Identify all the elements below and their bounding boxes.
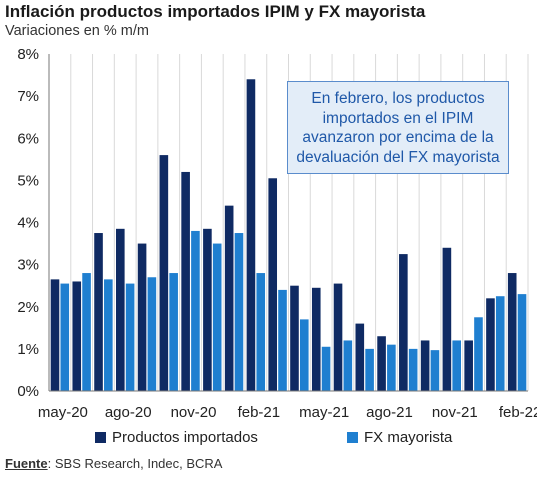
bar-productos-importados — [420, 340, 430, 391]
bar-fx-mayorista — [474, 317, 483, 391]
bar-productos-importados — [224, 205, 234, 391]
x-tick-label: nov-21 — [432, 404, 478, 421]
bar-productos-importados — [72, 281, 82, 391]
bar-productos-importados — [159, 155, 169, 391]
bar-productos-importados — [50, 279, 60, 391]
bar-fx-mayorista — [343, 340, 353, 391]
y-tick-label: 3% — [17, 257, 39, 274]
bar-fx-mayorista — [82, 273, 91, 391]
annotation-box: En febrero, los productos importados en … — [287, 81, 509, 174]
bar-chart: 0% 1% 2% 3% 4% 5% 6% 7% 8% may-20 ago-20 nov-20 feb-… — [17, 46, 537, 421]
bar-fx-mayorista — [234, 233, 244, 391]
bar-fx-mayorista — [365, 348, 374, 391]
bar-fx-mayorista — [104, 279, 113, 391]
bar-productos-importados — [442, 247, 452, 391]
bars-group — [50, 79, 527, 392]
y-tick-label: 8% — [17, 46, 39, 63]
x-tick-label: feb-21 — [238, 404, 281, 421]
bar-productos-importados — [181, 171, 190, 391]
y-tick-label: 0% — [17, 383, 39, 400]
y-tick-label: 4% — [17, 215, 39, 232]
x-tick-label: may-20 — [38, 404, 88, 421]
y-tick-label: 2% — [17, 299, 39, 316]
annotation-line: avanzaron por encima de la — [302, 129, 494, 146]
x-tick-label: feb-22 — [499, 404, 537, 421]
bar-fx-mayorista — [212, 243, 222, 391]
chart-title: Inflación productos importados IPIM y FX… — [5, 2, 426, 21]
bar-productos-importados — [116, 228, 125, 391]
source-note: Fuente: SBS Research, Indec, BCRA — [5, 456, 222, 471]
annotation-line: En febrero, los productos — [311, 90, 485, 107]
bar-productos-importados — [137, 243, 147, 391]
bar-fx-mayorista — [430, 350, 440, 391]
x-tick-label: ago-20 — [105, 404, 152, 421]
bar-productos-importados — [246, 79, 256, 392]
bar-fx-mayorista — [517, 294, 527, 391]
x-tick-label: nov-20 — [171, 404, 217, 421]
bar-productos-importados — [355, 323, 365, 391]
bar-productos-importados — [464, 340, 473, 391]
x-tick-label: may-21 — [299, 404, 349, 421]
bar-fx-mayorista — [321, 346, 331, 391]
bar-productos-importados — [203, 228, 212, 391]
chart-subtitle: Variaciones en % m/m — [5, 23, 149, 39]
y-tick-label: 1% — [17, 341, 39, 358]
bar-productos-importados — [507, 273, 517, 391]
bar-fx-mayorista — [169, 273, 178, 391]
legend-item-productos: Productos importados — [95, 429, 258, 446]
bar-productos-importados — [94, 233, 103, 391]
bar-fx-mayorista — [387, 344, 396, 391]
source-text: : SBS Research, Indec, BCRA — [47, 456, 223, 471]
axes-group: 0% 1% 2% 3% 4% 5% 6% 7% 8% may-20 ago-20 nov-20 feb-… — [17, 46, 537, 421]
legend-swatch-fx — [347, 432, 358, 443]
annotation-line: devaluación del FX mayorista — [296, 148, 500, 166]
bar-productos-importados — [268, 178, 278, 391]
bar-fx-mayorista — [278, 289, 287, 391]
legend-label-fx: FX mayorista — [364, 429, 453, 446]
legend-swatch-productos — [95, 432, 106, 443]
x-tick-label: ago-21 — [366, 404, 413, 421]
bar-productos-importados — [311, 287, 321, 391]
y-tick-label: 7% — [17, 88, 39, 105]
legend-item-fx: FX mayorista — [347, 429, 452, 446]
y-tick-label: 5% — [17, 172, 39, 189]
annotation-line: importados en el IPIM — [322, 109, 474, 127]
legend-label-productos: Productos importados — [112, 429, 258, 446]
bar-fx-mayorista — [60, 283, 70, 391]
bar-productos-importados — [377, 336, 386, 391]
bar-productos-importados — [486, 298, 495, 391]
bar-fx-mayorista — [256, 273, 266, 391]
bar-fx-mayorista — [408, 348, 418, 391]
bar-fx-mayorista — [125, 283, 135, 391]
bar-fx-mayorista — [147, 277, 157, 391]
bar-productos-importados — [333, 283, 343, 391]
bar-fx-mayorista — [495, 296, 505, 391]
bar-fx-mayorista — [452, 340, 461, 391]
bar-productos-importados — [399, 254, 408, 391]
bar-fx-mayorista — [299, 319, 309, 391]
bar-productos-importados — [290, 285, 299, 391]
source-label: Fuente — [5, 456, 48, 471]
bar-fx-mayorista — [191, 230, 200, 391]
y-tick-label: 6% — [17, 130, 39, 147]
